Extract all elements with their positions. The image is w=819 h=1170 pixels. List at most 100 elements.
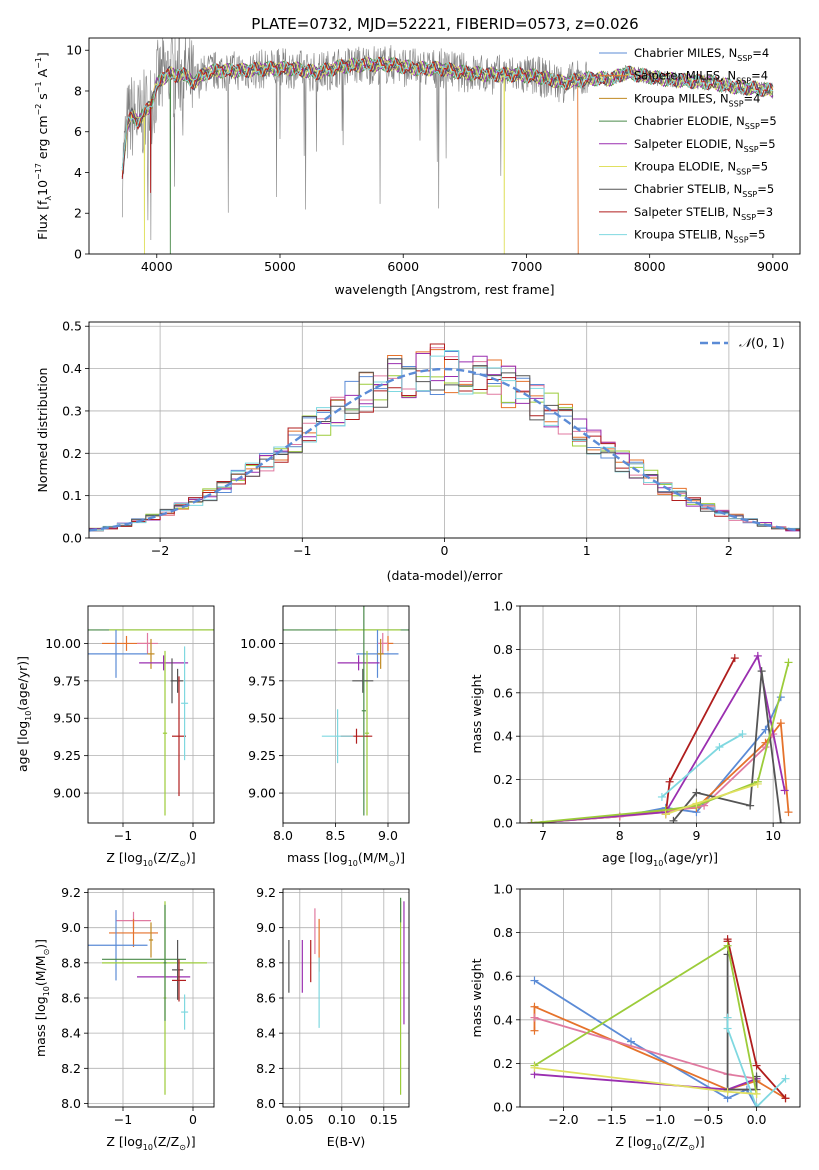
y-axis-label: age [log10(age/yr)]: [15, 656, 33, 772]
x-axis-label-part: 10: [143, 859, 153, 868]
legend-label-part: Kroupa ELODIE, N: [634, 160, 736, 174]
legend-label-part: =5: [749, 228, 766, 242]
x-tick-label: 4000: [141, 259, 173, 274]
y-tick-label: 0.0: [493, 816, 513, 831]
y-tick-label: 6: [74, 124, 82, 139]
x-axis-label-part: Z [log: [106, 850, 142, 865]
x-axis-label: age [log10(age/yr)]: [602, 850, 718, 868]
legend-label-part: =3: [756, 205, 773, 219]
y-axis-label-part: mass [log: [33, 996, 48, 1057]
chart-mass-vs-Z: −1 08.08.28.48.68.89.09.2Z [log10(Z/Z⊙)]m…: [33, 885, 215, 1152]
legend-label-part: Chabrier STELIB, N: [634, 182, 742, 196]
y-tick-label: 0.0: [62, 531, 82, 546]
legend-label-part: Kroupa STELIB, N: [634, 228, 734, 242]
y-tick-label: 0.6: [493, 969, 513, 984]
x-tick-label: −2.0: [548, 1112, 578, 1127]
y-tick-label: 0.2: [493, 772, 513, 787]
plot-area: [530, 935, 790, 1107]
x-tick-label: −1: [293, 543, 311, 558]
y-axis-label: Normed distribution: [35, 368, 50, 493]
spectrum-model-line: [121, 56, 774, 171]
y-tick-label: 0.2: [493, 1056, 513, 1071]
x-axis-label: Z [log10(Z/Z⊙)]: [106, 850, 195, 868]
y-axis-label-part: erg cm: [35, 116, 50, 164]
axes-frame: [87, 888, 215, 1108]
legend-label-part: SSP: [729, 99, 744, 108]
y-tick-label: 9.0: [61, 920, 81, 935]
x-axis-label-part: mass [log: [287, 850, 348, 865]
y-tick-label: 9.25: [248, 748, 276, 763]
x-axis-label-part: age [log: [602, 850, 653, 865]
legend-label: Salpeter STELIB, NSSP=3: [634, 205, 773, 222]
grid-lines: [283, 889, 409, 1107]
y-tick-label: 10: [66, 43, 82, 58]
y-tick-label: 4: [74, 165, 82, 180]
x-tick-label: 7000: [511, 259, 543, 274]
mass-weight-line: [726, 1017, 787, 1107]
y-tick-label: 8.4: [256, 1026, 276, 1041]
y-tick-label: 8.8: [256, 955, 276, 970]
y-tick-label: 8.6: [61, 991, 81, 1006]
x-axis-label: Z [log10(Z/Z⊙)]: [615, 1134, 704, 1152]
y-tick-label: 9.2: [61, 885, 81, 900]
y-axis-label-part: 10: [24, 711, 33, 721]
y-tick-label: 9.50: [248, 711, 276, 726]
y-axis-label-part: λ: [44, 196, 53, 201]
x-tick-label: 1: [583, 543, 591, 558]
axes-frame: [282, 888, 410, 1108]
y-axis-label-part: )]: [33, 939, 48, 949]
y-tick-label: 10.00: [45, 636, 81, 651]
x-axis-label-part: E(B-V): [327, 1134, 366, 1149]
y-tick-label: 0.8: [493, 925, 513, 940]
y-tick-label: 8.4: [61, 1026, 81, 1041]
x-tick-label: −1.0: [645, 1112, 675, 1127]
y-tick-label: 8.0: [256, 1096, 276, 1111]
x-axis-label-part: (Z/Z: [153, 1134, 179, 1149]
x-axis-label-part: )]: [186, 1134, 196, 1149]
y-tick-label: 0: [74, 247, 82, 262]
y-tick-label: 8.8: [61, 955, 81, 970]
y-tick-label: 9.00: [53, 786, 81, 801]
histogram-step: [89, 349, 800, 532]
legend-label: Salpeter ELODIE, NSSP=5: [634, 137, 776, 154]
y-axis-label-part: ⊙: [42, 949, 51, 956]
y-tick-label: 0.5: [62, 319, 82, 334]
axes-frame: [88, 321, 801, 539]
legend-label-part: =5: [760, 114, 777, 128]
x-axis-label-part: ⊙: [179, 859, 186, 868]
legend-label-part: SSP: [742, 190, 757, 199]
legend-label-part: Salpeter STELIB, N: [634, 205, 741, 219]
x-axis-label: (data-model)/error: [387, 568, 504, 583]
legend-label-part: =4: [751, 69, 768, 83]
y-tick-label: 0.4: [493, 1012, 513, 1027]
legend-label-part: =4: [744, 91, 761, 105]
axes-frame: [87, 605, 215, 824]
y-tick-label: 1.0: [493, 882, 513, 897]
y-axis-label-part: −1: [34, 81, 43, 93]
x-tick-label: 8.5: [326, 828, 346, 843]
x-axis-label-part: 10: [652, 1143, 662, 1152]
legend-label: Chabrier ELODIE, NSSP=5: [634, 114, 777, 131]
y-tick-label: 9.0: [256, 920, 276, 935]
chart-residuals: −2 −1 0 1 2 0.0 0.1 0.2 0.3 0.4 0.5 (data-model)/er…: [35, 319, 801, 583]
x-axis-label-part: )]: [395, 850, 405, 865]
y-tick-label: 9.50: [53, 711, 81, 726]
x-tick-label: 6000: [387, 259, 419, 274]
legend-label-part: =5: [759, 137, 776, 151]
legend-label-part: SSP: [744, 145, 759, 154]
legend: 𝒩(0, 1): [700, 335, 785, 350]
legend-label-part: SSP: [737, 54, 752, 63]
y-tick-label: 0.8: [493, 642, 513, 657]
y-axis-label-part: 10: [42, 986, 51, 996]
legend-label-part: SSP: [736, 77, 751, 86]
y-axis-label-part: (age/yr)]: [15, 656, 30, 711]
legend-label: Chabrier STELIB, NSSP=5: [634, 182, 774, 199]
y-axis-label: Flux [fλ10−17 erg cm−2 s−1 A−1]: [34, 52, 53, 240]
x-tick-label: 0: [189, 1112, 197, 1127]
y-tick-label: 8.0: [61, 1096, 81, 1111]
x-tick-label: 8000: [634, 259, 666, 274]
legend-label-part: (0, 1): [751, 335, 785, 350]
